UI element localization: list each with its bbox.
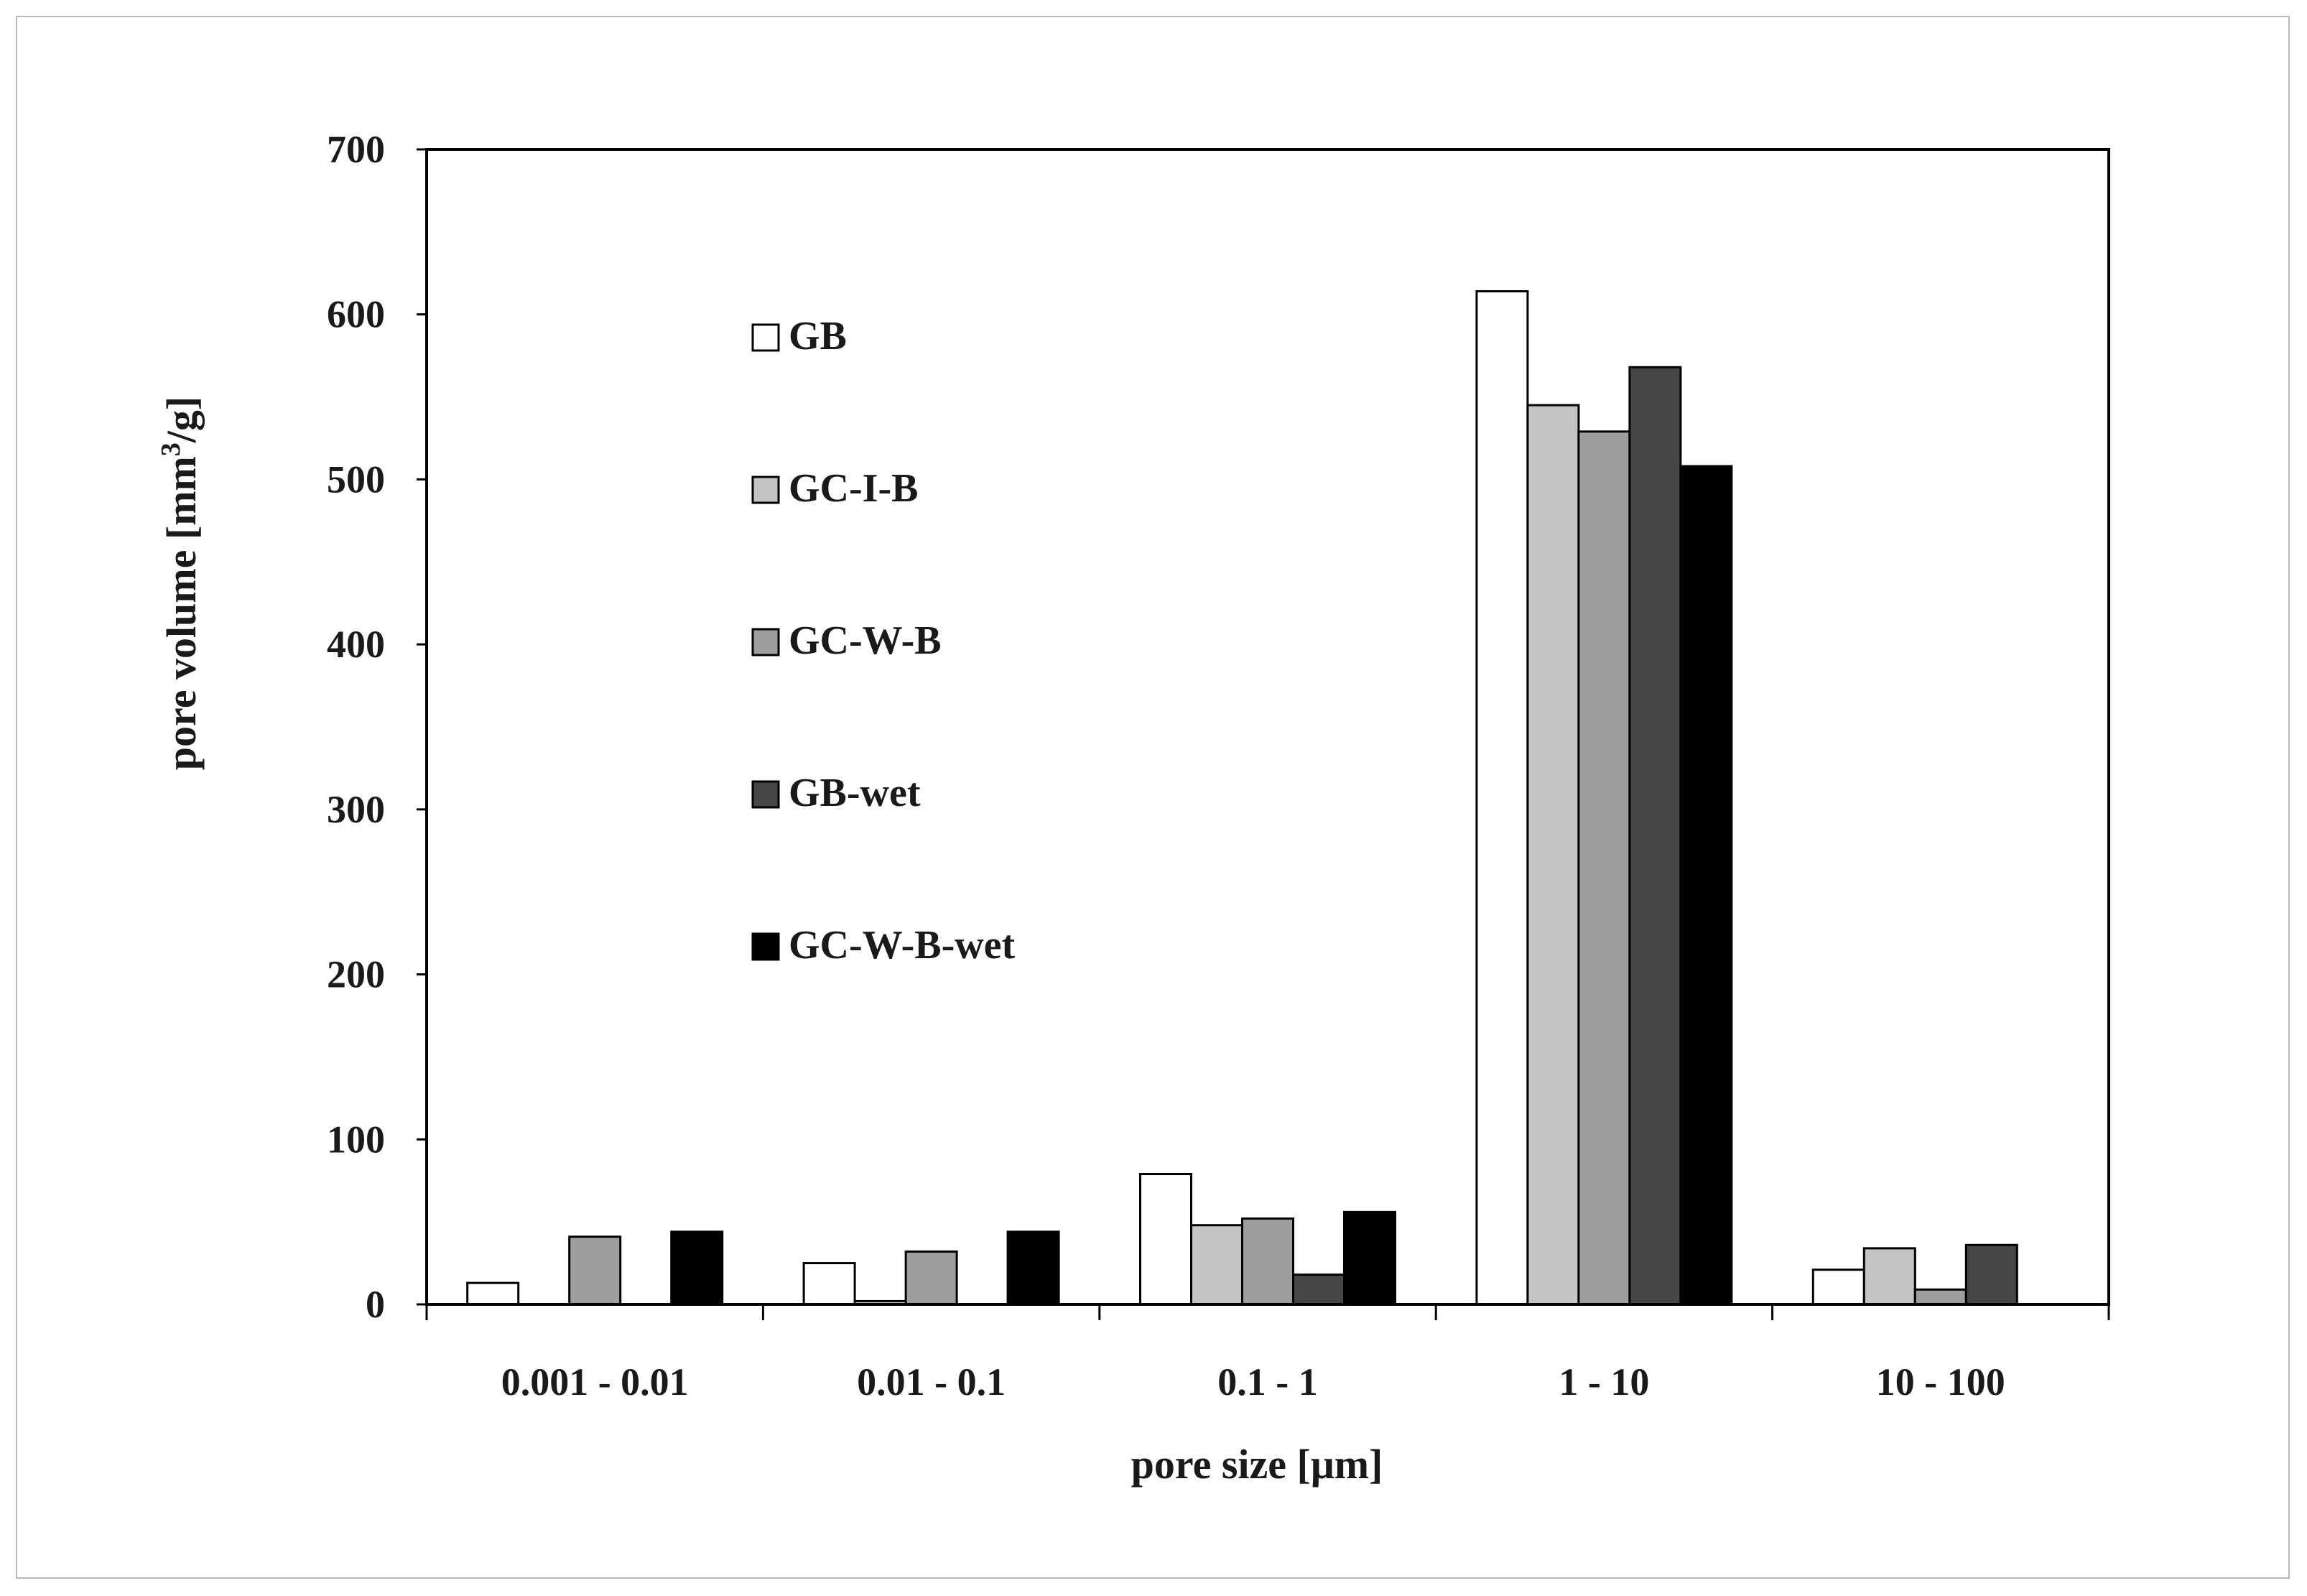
bar-gb-wet-3	[1628, 366, 1682, 1306]
figure-frame	[16, 16, 2290, 1579]
legend-label: GB-wet	[789, 771, 921, 815]
y-tick-label: 600	[327, 293, 385, 336]
bar-gb-wet-4	[1964, 1243, 2018, 1306]
y-tick-label: 0	[366, 1283, 385, 1326]
bar-gc-i-b-2	[1190, 1224, 1243, 1306]
x-tick-label: 0.1 - 1	[1217, 1360, 1317, 1404]
y-tick-label: 300	[327, 788, 385, 831]
x-tick-label: 0.01 - 0.1	[857, 1360, 1006, 1404]
legend-swatch-gc-w-b	[751, 628, 780, 657]
bar-gb-4	[1811, 1268, 1865, 1306]
legend: GB GC-I-B GC-W-B GB-wet GC-W-B-wet	[751, 314, 1016, 968]
bar-gb-3	[1475, 290, 1529, 1306]
legend-swatch-gc-i-b	[751, 475, 780, 504]
y-axis-title-main: pore volume [mm	[158, 456, 205, 770]
legend-label: GC-W-B	[789, 618, 942, 663]
legend-label: GC-I-B	[789, 466, 918, 511]
bar-gc-w-b-0	[568, 1235, 622, 1306]
bar-gb-2	[1139, 1173, 1192, 1306]
legend-label: GB	[789, 314, 847, 358]
bar-gc-w-b-3	[1577, 430, 1631, 1306]
x-axis-title: pore size [μm]	[1131, 1441, 1383, 1488]
bars-layer	[466, 290, 2018, 1306]
y-tick-label: 400	[327, 623, 385, 666]
bar-gc-w-b-wet-0	[670, 1230, 724, 1306]
labels-layer: 0 100 200 300 400 500 600 700 0.001 - 0.01 0.01 -…	[327, 128, 2005, 1404]
bar-gc-w-b-wet-1	[1006, 1230, 1060, 1306]
y-tick-label: 500	[327, 458, 385, 501]
bar-gb-0	[466, 1281, 520, 1306]
axis-layer	[417, 148, 2110, 1320]
legend-swatch-gb-wet	[751, 780, 780, 809]
bar-gc-w-b-wet-3	[1679, 465, 1733, 1306]
x-tick-label: 0.001 - 0.01	[501, 1360, 689, 1404]
bar-gc-w-b-4	[1913, 1288, 1967, 1306]
legend-swatch-gc-w-b-wet	[751, 932, 780, 961]
y-tick-label: 700	[327, 128, 385, 171]
x-tick-label: 1 - 10	[1559, 1360, 1649, 1404]
y-axis-title-superscript: 3	[156, 442, 186, 456]
legend-swatch-gb	[751, 323, 780, 352]
plot-area	[425, 148, 2110, 1306]
x-tick-label: 10 - 100	[1876, 1360, 2005, 1404]
bar-gc-w-b-1	[904, 1250, 958, 1306]
bar-gb-1	[802, 1262, 856, 1306]
y-tick-label: 200	[327, 953, 385, 996]
bar-gc-w-b-2	[1241, 1217, 1294, 1306]
legend-label: GC-W-B-wet	[789, 923, 1016, 968]
bar-gc-i-b-4	[1862, 1247, 1916, 1306]
y-axis-title: pore volume [mm3/g]	[156, 396, 205, 771]
y-axis-title-tail: /g]	[158, 396, 205, 443]
bar-gb-wet-2	[1292, 1273, 1345, 1306]
y-tick-label: 100	[327, 1118, 385, 1161]
bar-gc-w-b-wet-2	[1343, 1210, 1396, 1306]
bar-gc-i-b-3	[1526, 404, 1580, 1306]
